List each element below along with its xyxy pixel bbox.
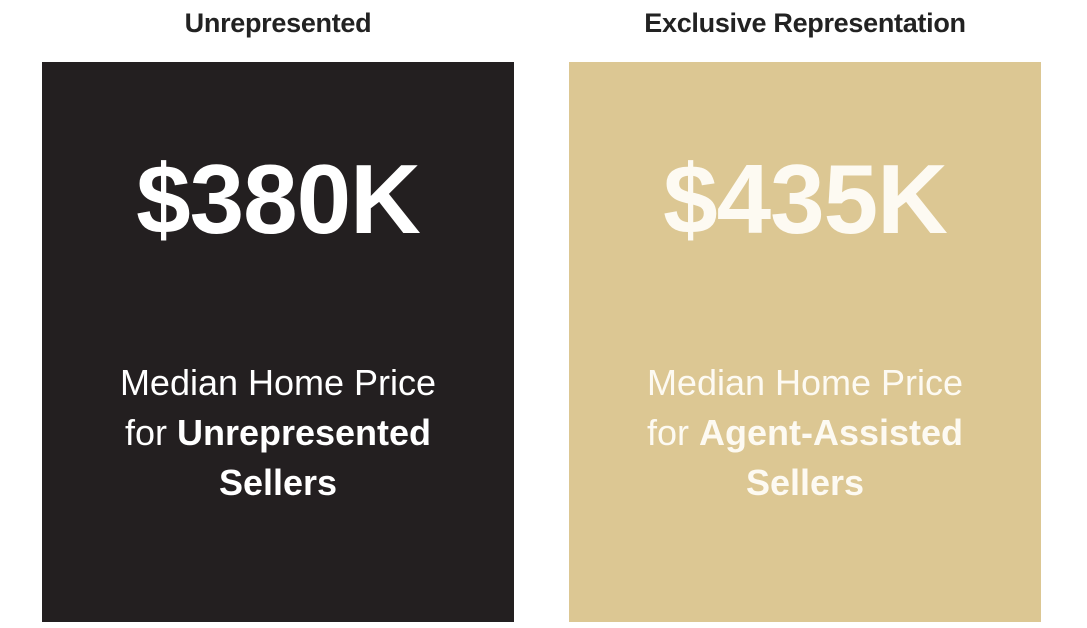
description-highlight: Unrepresented Sellers — [176, 412, 432, 503]
description-lead: for — [646, 412, 689, 453]
comparison-column: Exclusive Representation $435K Median Ho… — [569, 0, 1041, 622]
description-line: Median Home Price — [119, 362, 437, 403]
stat-value: $435K — [663, 144, 948, 254]
stat-card: $380K Median Home Price for Unrepresente… — [42, 62, 514, 622]
stat-value: $380K — [136, 144, 421, 254]
column-heading: Unrepresented — [184, 8, 372, 38]
comparison-column: Unrepresented $380K Median Home Price fo… — [42, 0, 514, 622]
description-line: Median Home Price — [646, 362, 964, 403]
description-lead: for — [124, 412, 167, 453]
stat-card: $435K Median Home Price for Agent-Assist… — [569, 62, 1041, 622]
column-heading: Exclusive Representation — [644, 8, 966, 38]
description-highlight: Agent-Assisted Sellers — [698, 412, 964, 503]
stat-description: Median Home Price for Agent-Assisted Sel… — [615, 358, 995, 508]
stat-description: Median Home Price for Unrepresented Sell… — [88, 358, 468, 508]
